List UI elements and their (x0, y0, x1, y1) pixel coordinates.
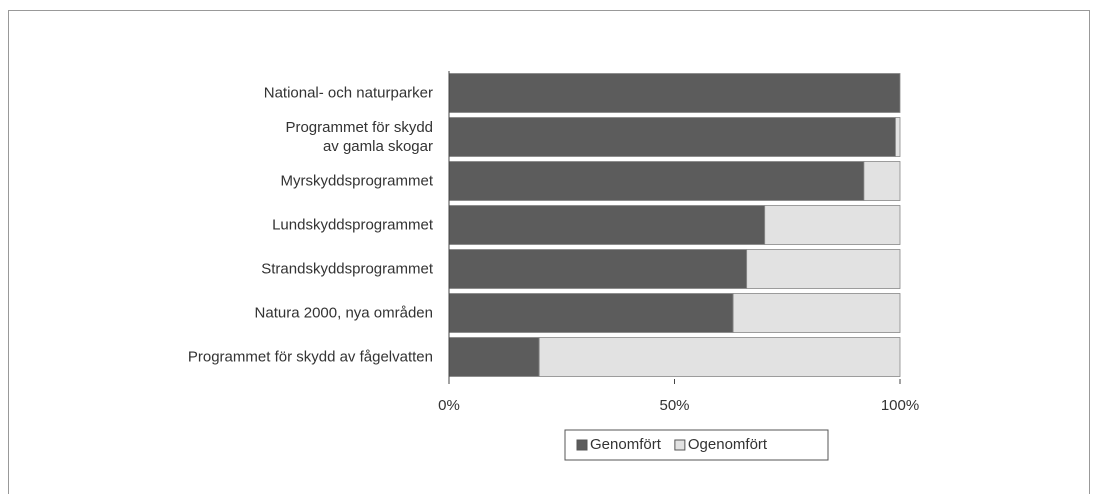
bar-segment (448, 337, 540, 377)
x-tick-label: 0% (438, 397, 460, 414)
bar-segment (538, 337, 901, 377)
bar-segment (448, 73, 901, 113)
bar-segment (448, 205, 766, 245)
frame (8, 10, 1090, 494)
legend-label: Ogenomfört (688, 436, 768, 453)
legend-box (564, 429, 829, 461)
bar-segment (746, 249, 901, 289)
x-tick-label: 100% (881, 397, 919, 414)
bar-segment (764, 205, 901, 245)
bar-segment (448, 293, 734, 333)
bar-segment (448, 161, 865, 201)
category-label: Lundskyddsprogrammet (272, 216, 433, 234)
category-label: Natura 2000, nya områden (254, 304, 433, 322)
category-label: Strandskyddsprogrammet (261, 260, 433, 278)
bar-segment (732, 293, 901, 333)
category-label: Programmet för skydd av gamla skogar (285, 119, 433, 155)
legend-label: Genomfört (590, 436, 662, 453)
category-label: Myrskyddsprogrammet (280, 172, 433, 190)
bar-segment (863, 161, 901, 201)
bar-segment (448, 249, 748, 289)
category-label: Programmet för skydd av fågelvatten (187, 348, 433, 366)
bar-segment (448, 117, 896, 157)
legend-swatch (674, 439, 686, 451)
x-tick-label: 50% (659, 397, 689, 414)
category-label: National- och naturparker (263, 84, 433, 102)
legend-swatch (576, 439, 588, 451)
bar-segment (895, 117, 901, 157)
